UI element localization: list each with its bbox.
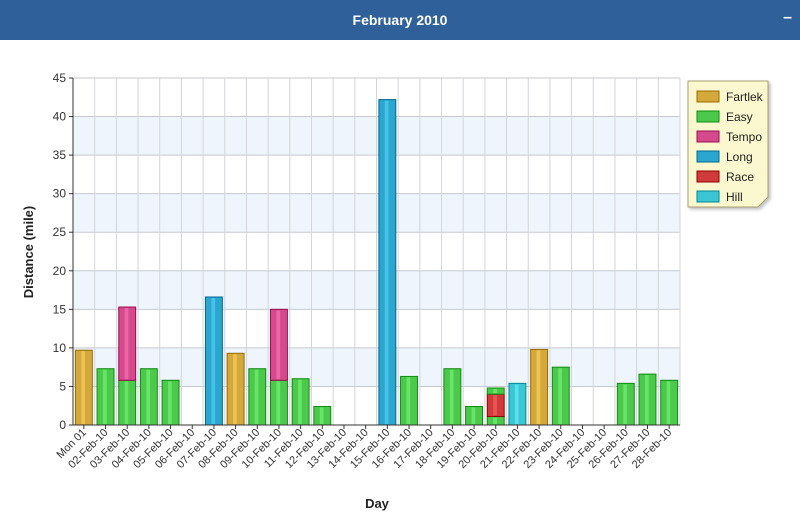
legend-label-long: Long <box>726 150 753 164</box>
legend-swatch-long <box>696 150 720 163</box>
bar-highlight <box>211 297 216 424</box>
bar-highlight <box>493 417 497 424</box>
y-tick-label: 10 <box>53 341 67 355</box>
bar-highlight <box>146 369 151 424</box>
legend-swatch-fartlek <box>696 90 720 103</box>
bar-highlight <box>406 377 411 424</box>
bar-highlight <box>233 354 237 424</box>
bar-highlight <box>168 381 172 424</box>
title-bar: February 2010 – <box>0 0 800 40</box>
legend-label-hill: Hill <box>726 190 743 204</box>
bar-highlight <box>623 384 627 424</box>
bar-highlight <box>319 407 324 424</box>
bar-highlight <box>298 379 302 424</box>
y-tick-label: 25 <box>53 225 67 239</box>
y-tick-label: 15 <box>53 302 67 316</box>
page-title: February 2010 <box>352 12 448 28</box>
legend-swatch-hill <box>696 190 720 203</box>
bar-highlight <box>644 375 649 424</box>
legend-label-race: Race <box>726 170 754 184</box>
collapse-button[interactable]: – <box>783 9 792 26</box>
x-tick-labels: Mon 0102-Feb-1003-Feb-1004-Feb-1005-Feb-… <box>55 427 675 471</box>
axes <box>69 77 680 429</box>
bar-highlight <box>493 388 497 394</box>
bar-highlight <box>81 351 86 424</box>
bar-highlight <box>276 381 281 424</box>
bar-highlight <box>493 395 497 416</box>
x-axis-label: Day <box>365 496 390 511</box>
bar-highlight <box>124 308 129 380</box>
legend: Fartlek Easy Tempo Long Race Hill <box>687 80 769 208</box>
bar-highlight <box>558 368 562 424</box>
legend-swatch-race <box>696 170 720 183</box>
y-tick-label: 0 <box>59 418 66 432</box>
bar-highlight <box>124 381 129 424</box>
y-tick-label: 35 <box>53 148 67 162</box>
legend-label-tempo: Tempo <box>726 130 762 144</box>
y-tick-label: 40 <box>53 110 67 124</box>
y-axis-label: Distance (mile) <box>21 206 36 298</box>
distance-chart: 0 5 10 15 20 25 30 35 40 45 Mon 0102-Feb-1003-Feb… <box>21 71 769 511</box>
bar-highlight <box>276 310 281 380</box>
bar-highlight <box>666 381 671 424</box>
bar-highlight <box>471 407 476 424</box>
bar-highlight <box>102 369 107 424</box>
bar-highlight <box>536 350 541 424</box>
y-tick-label: 5 <box>59 379 66 393</box>
legend-label-easy: Easy <box>726 110 753 124</box>
y-tick-label: 45 <box>53 71 67 85</box>
y-tick-labels: 0 5 10 15 20 25 30 35 40 45 <box>53 71 67 432</box>
bar-highlight <box>254 369 259 424</box>
bar-highlight <box>449 369 454 424</box>
bar-highlight <box>384 100 389 424</box>
legend-label-fartlek: Fartlek <box>726 90 764 104</box>
y-tick-label: 20 <box>53 264 67 278</box>
legend-swatch-easy <box>696 110 720 123</box>
bar-highlight <box>514 384 519 424</box>
y-tick-label: 30 <box>53 187 67 201</box>
legend-swatch-tempo <box>696 130 720 143</box>
